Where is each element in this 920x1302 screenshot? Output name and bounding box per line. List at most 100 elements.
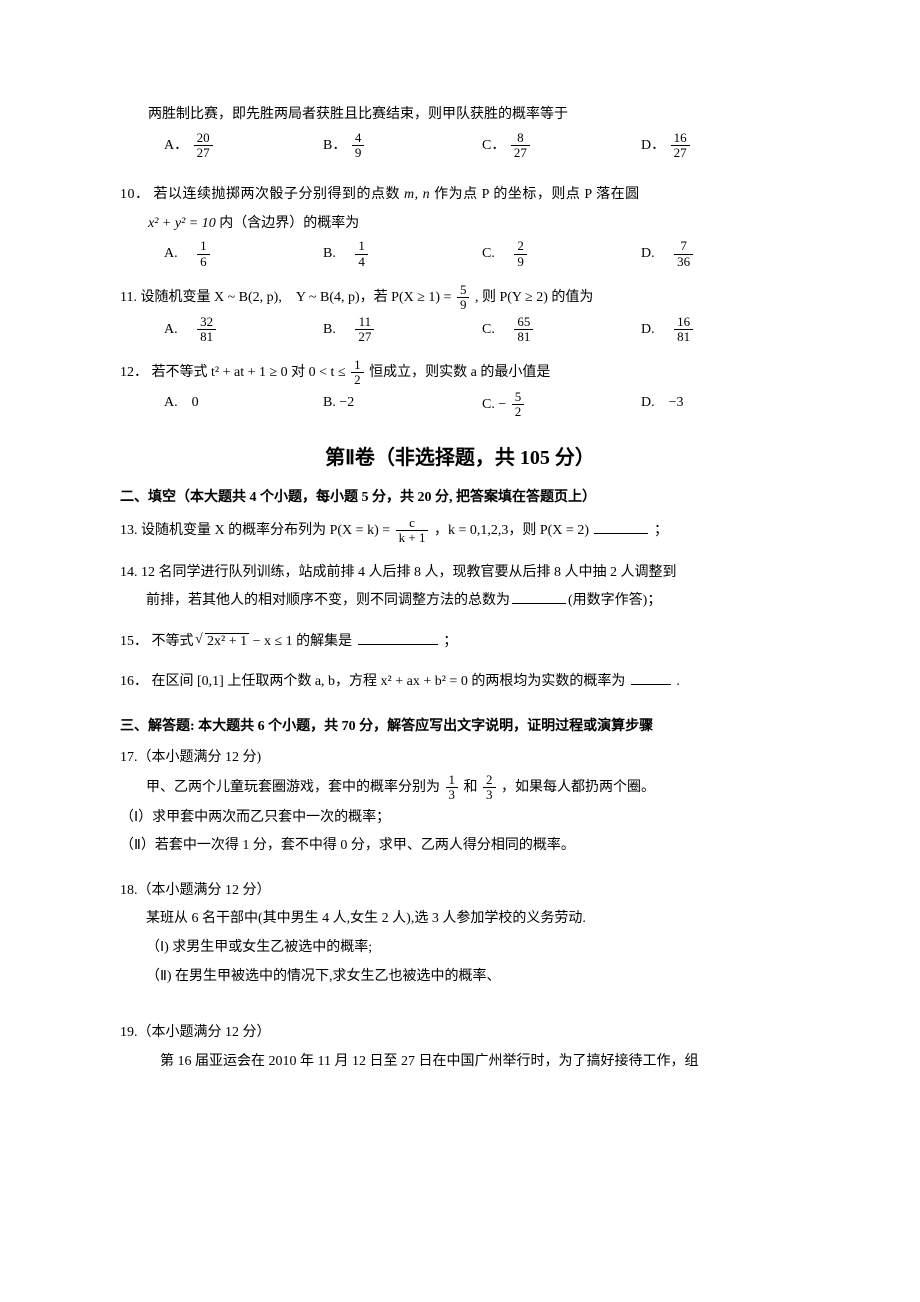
q18-line1: 某班从 6 名干部中(其中男生 4 人,女生 2 人),选 3 人参加学校的义务… xyxy=(120,906,800,933)
stem-text: 前排，若其他人的相对顺序不变，则不同调整方法的总数为 xyxy=(146,593,510,608)
q10-line2: x² + y² = 10 内（含边界）的概率为 xyxy=(120,211,800,238)
q10-line1: 10． 若以连续抛掷两次骰子分别得到的点数 m, n 作为点 P 的坐标，则点 … xyxy=(120,182,800,209)
question-13: 13. 设随机变量 X 的概率分布列为 P(X = k) = ck + 1 ，k… xyxy=(120,516,800,546)
fraction: 736 xyxy=(674,239,693,269)
stem-tail: . xyxy=(676,674,680,689)
question-11: 11. 设随机变量 X ~ B(2, p), Y ~ B(4, p)，若 P(X… xyxy=(120,283,800,344)
question-9: 两胜制比赛，即先胜两局者获胜且比赛结束，则甲队获胜的概率等于 A． 2027 B… xyxy=(120,102,800,160)
fraction: 16 xyxy=(197,239,210,269)
q12-choices: A. 0 B. −2 C. − 52 D. −3 xyxy=(120,390,800,420)
q16-stem: 16． 在区间 [0,1] 上任取两个数 a, b，方程 x² + ax + b… xyxy=(120,669,800,696)
question-16: 16． 在区间 [0,1] 上任取两个数 a, b，方程 x² + ax + b… xyxy=(120,669,800,696)
stem-text: 若以连续抛掷两次骰子分别得到的点数 xyxy=(154,187,405,202)
q9-choice-b: B． 49 xyxy=(323,131,482,161)
q10-choices: A. 16 B. 14 C. 29 D. 736 xyxy=(120,239,800,269)
question-17: 17.（本小题满分 12 分) 甲、乙两个儿童玩套圈游戏，套中的概率分别为 13… xyxy=(120,745,800,860)
question-number: 14. xyxy=(120,560,138,587)
question-number: 13. xyxy=(120,518,138,545)
question-number: 11. xyxy=(120,285,137,312)
q18-p1: （Ⅰ) 求男生甲或女生乙被选中的概率; xyxy=(120,935,800,962)
q11-choice-d: D. 1681 xyxy=(641,315,800,345)
question-18: 18.（本小题满分 12 分） 某班从 6 名干部中(其中男生 4 人,女生 2… xyxy=(120,878,800,990)
q9-choice-d: D． 1627 xyxy=(641,131,800,161)
q12-choice-b: B. −2 xyxy=(323,390,482,420)
stem-text: 12 名同学进行队列训练，站成前排 4 人后排 8 人，现教官要从后排 8 人中… xyxy=(141,565,677,580)
choice-label: B. xyxy=(323,246,350,261)
answer-heading: 三、解答题: 本大题共 6 个小题，共 70 分，解答应写出文字说明，证明过程或… xyxy=(120,714,800,741)
choice-label: B. xyxy=(323,322,350,337)
q11-choice-c: C. 6581 xyxy=(482,315,641,345)
fraction: 13 xyxy=(446,773,459,803)
question-number: 10． xyxy=(120,182,150,209)
stem-text: 设随机变量 X ~ B(2, p), Y ~ B(4, p)，若 P(X ≥ 1… xyxy=(140,290,454,305)
fraction: ck + 1 xyxy=(396,516,429,546)
choice-label: A. 0 xyxy=(164,395,199,410)
stem-text: 在区间 [0,1] 上任取两个数 a, b，方程 x² + ax + b² = … xyxy=(152,674,626,689)
stem-text: 不等式 xyxy=(152,634,198,649)
q9-choices: A． 2027 B． 49 C． 827 D． 1627 xyxy=(120,131,800,161)
fraction: 49 xyxy=(352,131,365,161)
math-var: m, n xyxy=(404,187,430,202)
q19-line1: 第 16 届亚运会在 2010 年 11 月 12 日至 27 日在中国广州举行… xyxy=(120,1049,800,1076)
q18-p2: （Ⅱ) 在男生甲被选中的情况下,求女生乙也被选中的概率、 xyxy=(120,964,800,991)
q14-line1: 14. 12 名同学进行队列训练，站成前排 4 人后排 8 人，现教官要从后排 … xyxy=(120,560,800,587)
question-12: 12． 若不等式 t² + at + 1 ≥ 0 对 0 < t ≤ 12 恒成… xyxy=(120,358,800,419)
fraction: 14 xyxy=(355,239,368,269)
choice-label: B. −2 xyxy=(323,395,354,410)
choice-label: B． xyxy=(323,138,346,153)
q10-choice-a: A. 16 xyxy=(164,239,323,269)
q11-stem: 11. 设随机变量 X ~ B(2, p), Y ~ B(4, p)，若 P(X… xyxy=(120,283,800,313)
choice-label: C. xyxy=(482,322,509,337)
q9-choice-c: C． 827 xyxy=(482,131,641,161)
fraction: 3281 xyxy=(197,315,216,345)
fraction: 1681 xyxy=(674,315,693,345)
fraction: 6581 xyxy=(514,315,533,345)
question-number: 12． xyxy=(120,360,148,387)
q11-choice-a: A. 3281 xyxy=(164,315,323,345)
answer-blank xyxy=(358,631,438,645)
stem-text: 作为点 P 的坐标，则点 P 落在圆 xyxy=(430,187,640,202)
stem-text: 设随机变量 X 的概率分布列为 P(X = k) = xyxy=(141,523,394,538)
q18-head: 18.（本小题满分 12 分） xyxy=(120,878,800,905)
question-number: 15． xyxy=(120,629,148,656)
q12-choice-d: D. −3 xyxy=(641,390,800,420)
q11-choices: A. 3281 B. 1127 C. 6581 D. 1681 xyxy=(120,315,800,345)
q12-choice-c: C. − 52 xyxy=(482,390,641,420)
choice-label: C. − xyxy=(482,397,506,412)
q17-p1: （Ⅰ）求甲套中两次而乙只套中一次的概率； xyxy=(120,805,800,832)
q17-line1: 甲、乙两个儿童玩套圈游戏，套中的概率分别为 13 和 23 ，如果每人都扔两个圈… xyxy=(120,773,800,803)
q17-p2: （Ⅱ）若套中一次得 1 分，套不中得 0 分，求甲、乙两人得分相同的概率。 xyxy=(120,833,800,860)
q14-line2: 前排，若其他人的相对顺序不变，则不同调整方法的总数为(用数字作答)； xyxy=(120,588,800,615)
fraction: 1127 xyxy=(355,315,374,345)
q10-choice-d: D. 736 xyxy=(641,239,800,269)
stem-text: 甲、乙两个儿童玩套圈游戏，套中的概率分别为 xyxy=(146,780,444,795)
fraction: 12 xyxy=(351,358,364,388)
q9-stem: 两胜制比赛，即先胜两局者获胜且比赛结束，则甲队获胜的概率等于 xyxy=(120,102,800,129)
fraction: 827 xyxy=(511,131,530,161)
question-15: 15． 不等式 2x² + 1 − x ≤ 1 的解集是 ； xyxy=(120,629,800,656)
stem-text: ，k = 0,1,2,3，则 P(X = 2) xyxy=(434,523,593,538)
q10-choice-c: C. 29 xyxy=(482,239,641,269)
stem-text: − x ≤ 1 的解集是 xyxy=(253,634,353,649)
answer-blank xyxy=(594,520,648,534)
q9-choice-a: A． 2027 xyxy=(164,131,323,161)
question-number: 16． xyxy=(120,669,148,696)
question-19: 19.（本小题满分 12 分） 第 16 届亚运会在 2010 年 11 月 1… xyxy=(120,1020,800,1075)
choice-label: C． xyxy=(482,138,505,153)
q13-stem: 13. 设随机变量 X 的概率分布列为 P(X = k) = ck + 1 ，k… xyxy=(120,516,800,546)
fraction: 23 xyxy=(483,773,496,803)
sqrt-expr: 2x² + 1 xyxy=(197,629,249,656)
stem-tail: ； xyxy=(443,634,457,649)
stem-text: 和 xyxy=(464,780,482,795)
fill-heading: 二、填空（本大题共 4 个小题，每小题 5 分，共 20 分, 把答案填在答题页… xyxy=(120,485,800,512)
question-14: 14. 12 名同学进行队列训练，站成前排 4 人后排 8 人，现教官要从后排 … xyxy=(120,560,800,615)
stem-text: 内（含边界）的概率为 xyxy=(216,216,360,231)
stem-text: 若不等式 t² + at + 1 ≥ 0 对 0 < t ≤ xyxy=(152,365,350,380)
choice-label: D. −3 xyxy=(641,395,684,410)
fraction: 1627 xyxy=(671,131,690,161)
choice-label: A. xyxy=(164,322,192,337)
stem-tail: ； xyxy=(654,523,668,538)
fraction: 2027 xyxy=(194,131,213,161)
fraction: 59 xyxy=(457,283,470,313)
stem-text: ，如果每人都扔两个圈。 xyxy=(501,780,655,795)
